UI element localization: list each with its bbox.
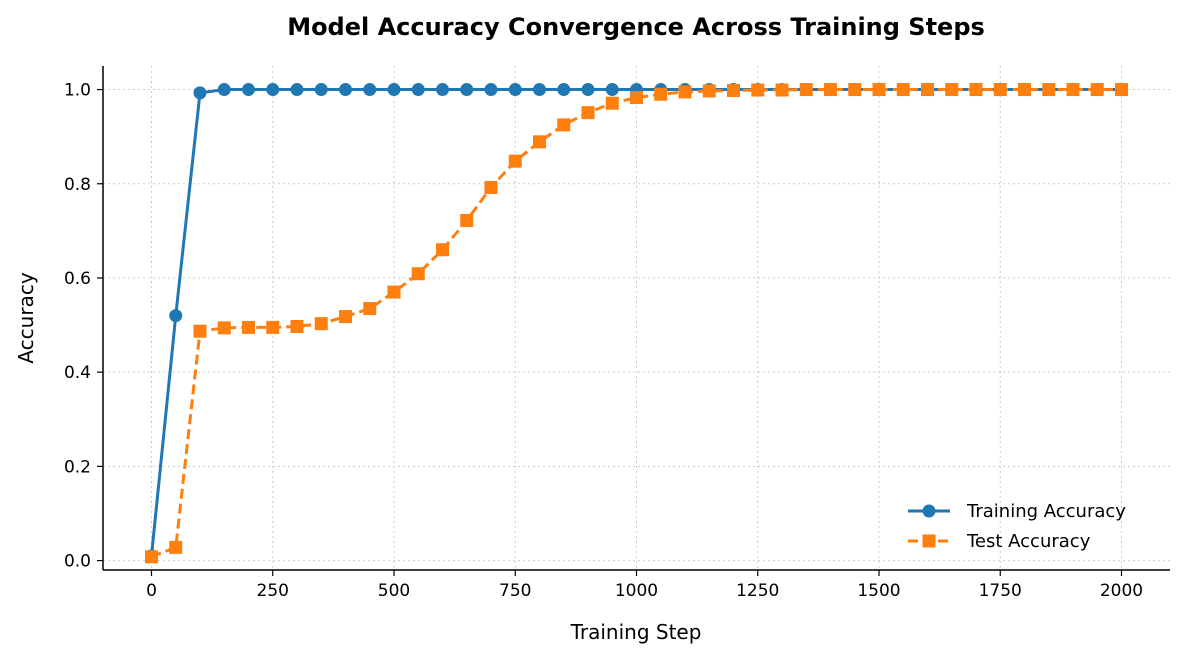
data-point — [508, 83, 522, 97]
data-point — [193, 86, 207, 100]
data-point — [1042, 83, 1056, 97]
data-point — [654, 87, 668, 101]
data-point — [1090, 83, 1104, 97]
data-point — [290, 83, 304, 97]
y-tick-label: 0.8 — [64, 175, 91, 195]
y-tick-label: 0.0 — [64, 552, 91, 572]
data-point — [848, 83, 862, 97]
data-point — [508, 154, 522, 168]
y-axis-label: Accuracy — [14, 272, 38, 363]
data-point — [605, 83, 619, 97]
data-point — [436, 83, 449, 97]
series-test-accuracy — [145, 83, 1128, 564]
data-point — [921, 83, 934, 97]
data-point — [678, 85, 692, 99]
data-point — [290, 319, 304, 333]
data-point — [387, 83, 401, 97]
data-point — [775, 83, 789, 97]
series-line — [150, 88, 1122, 559]
data-point — [872, 83, 886, 97]
data-point — [751, 83, 765, 97]
y-tick-label: 1.0 — [64, 81, 91, 101]
x-tick-label: 1750 — [979, 581, 1022, 601]
data-point — [557, 118, 571, 132]
x-tick-label: 1500 — [857, 581, 900, 601]
legend-marker — [922, 504, 936, 518]
data-point — [1066, 83, 1080, 97]
y-tick-label: 0.2 — [64, 457, 91, 477]
x-tick-label: 250 — [257, 581, 289, 601]
data-point — [266, 320, 280, 334]
data-point — [242, 320, 255, 334]
data-point — [363, 83, 377, 97]
legend-marker — [922, 534, 936, 548]
x-tick-label: 1000 — [615, 581, 658, 601]
legend-item: Training Accuracy — [908, 501, 1126, 522]
data-point — [533, 83, 546, 97]
data-point — [993, 83, 1007, 97]
x-tick-label: 500 — [378, 581, 410, 601]
data-point — [266, 83, 280, 97]
data-point — [339, 310, 352, 324]
data-point — [1115, 83, 1128, 97]
legend-label: Training Accuracy — [966, 501, 1126, 522]
data-point — [824, 83, 837, 97]
data-point — [969, 83, 983, 97]
data-point — [702, 84, 716, 98]
data-point — [605, 96, 619, 110]
data-point — [533, 135, 546, 149]
data-point — [169, 309, 183, 323]
legend: Training Accuracy Test Accuracy — [908, 501, 1126, 552]
axes: 0 250 500 750 1000 1250 1500 1750 2000 0.0 0.2 0.4 0… — [64, 66, 1170, 601]
series — [145, 83, 1128, 564]
chart-title: Model Accuracy Convergence Across Traini… — [287, 13, 985, 41]
data-point — [411, 267, 425, 281]
x-tick-label: 0 — [146, 581, 157, 601]
data-point — [169, 540, 183, 554]
y-tick-label: 0.6 — [64, 269, 91, 289]
data-point — [339, 83, 352, 97]
grid — [103, 66, 1170, 570]
x-tick-label: 1250 — [736, 581, 779, 601]
data-point — [436, 243, 449, 257]
data-point — [557, 83, 571, 97]
data-point — [145, 550, 158, 564]
data-point — [314, 317, 328, 331]
data-point — [217, 321, 231, 335]
x-tick-label: 2000 — [1100, 581, 1143, 601]
data-point — [1018, 83, 1031, 97]
y-tick-label: 0.4 — [64, 363, 91, 383]
data-point — [727, 83, 740, 97]
data-point — [387, 285, 401, 299]
data-point — [630, 91, 643, 105]
x-axis-label: Training Step — [570, 620, 702, 644]
data-point — [314, 83, 328, 97]
data-point — [484, 181, 498, 195]
legend-item: Test Accuracy — [908, 531, 1091, 552]
x-tick-label: 750 — [499, 581, 531, 601]
data-point — [581, 83, 595, 97]
data-point — [799, 83, 813, 97]
data-point — [460, 213, 474, 227]
data-point — [217, 83, 231, 97]
data-point — [581, 106, 595, 120]
data-point — [945, 83, 959, 97]
data-point — [363, 302, 377, 316]
data-point — [460, 83, 474, 97]
data-point — [193, 324, 207, 338]
data-point — [411, 83, 425, 97]
data-point — [896, 83, 910, 97]
data-point — [242, 83, 255, 97]
legend-label: Test Accuracy — [966, 531, 1091, 552]
data-point — [484, 83, 498, 97]
